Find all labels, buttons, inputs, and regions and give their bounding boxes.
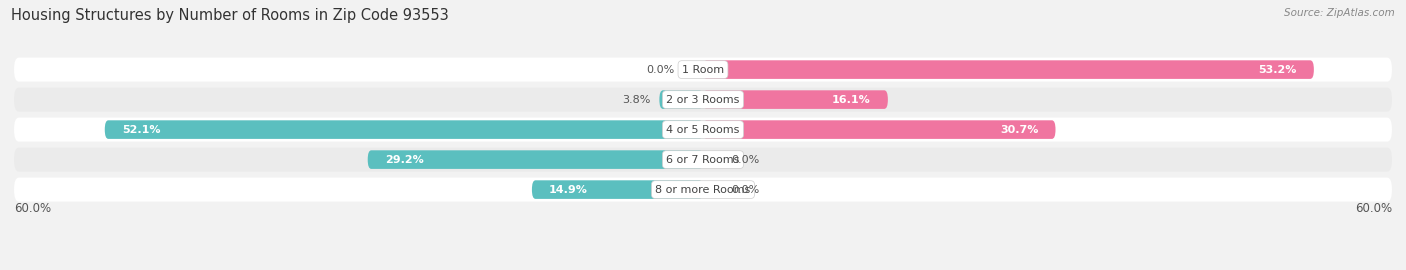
Text: 52.1%: 52.1% bbox=[122, 124, 160, 135]
FancyBboxPatch shape bbox=[659, 90, 703, 109]
Text: 53.2%: 53.2% bbox=[1258, 65, 1296, 75]
Text: 2 or 3 Rooms: 2 or 3 Rooms bbox=[666, 94, 740, 104]
Legend: Owner-occupied, Renter-occupied: Owner-occupied, Renter-occupied bbox=[572, 266, 834, 270]
FancyBboxPatch shape bbox=[531, 180, 703, 199]
FancyBboxPatch shape bbox=[14, 87, 1392, 112]
Text: 16.1%: 16.1% bbox=[832, 94, 870, 104]
Text: 0.0%: 0.0% bbox=[731, 185, 761, 195]
Text: Housing Structures by Number of Rooms in Zip Code 93553: Housing Structures by Number of Rooms in… bbox=[11, 8, 449, 23]
FancyBboxPatch shape bbox=[105, 120, 703, 139]
Text: 3.8%: 3.8% bbox=[621, 94, 650, 104]
Text: 14.9%: 14.9% bbox=[550, 185, 588, 195]
FancyBboxPatch shape bbox=[703, 120, 1056, 139]
FancyBboxPatch shape bbox=[14, 118, 1392, 141]
FancyBboxPatch shape bbox=[703, 90, 887, 109]
FancyBboxPatch shape bbox=[14, 58, 1392, 82]
Text: 6 or 7 Rooms: 6 or 7 Rooms bbox=[666, 155, 740, 165]
Text: 0.0%: 0.0% bbox=[645, 65, 675, 75]
Text: 0.0%: 0.0% bbox=[731, 155, 761, 165]
FancyBboxPatch shape bbox=[368, 150, 703, 169]
FancyBboxPatch shape bbox=[703, 60, 1313, 79]
FancyBboxPatch shape bbox=[14, 148, 1392, 172]
Text: 29.2%: 29.2% bbox=[385, 155, 423, 165]
Text: 60.0%: 60.0% bbox=[14, 202, 51, 215]
Text: 8 or more Rooms: 8 or more Rooms bbox=[655, 185, 751, 195]
Text: 4 or 5 Rooms: 4 or 5 Rooms bbox=[666, 124, 740, 135]
FancyBboxPatch shape bbox=[14, 178, 1392, 202]
Text: 1 Room: 1 Room bbox=[682, 65, 724, 75]
Text: 60.0%: 60.0% bbox=[1355, 202, 1392, 215]
Text: Source: ZipAtlas.com: Source: ZipAtlas.com bbox=[1284, 8, 1395, 18]
Text: 30.7%: 30.7% bbox=[1000, 124, 1038, 135]
